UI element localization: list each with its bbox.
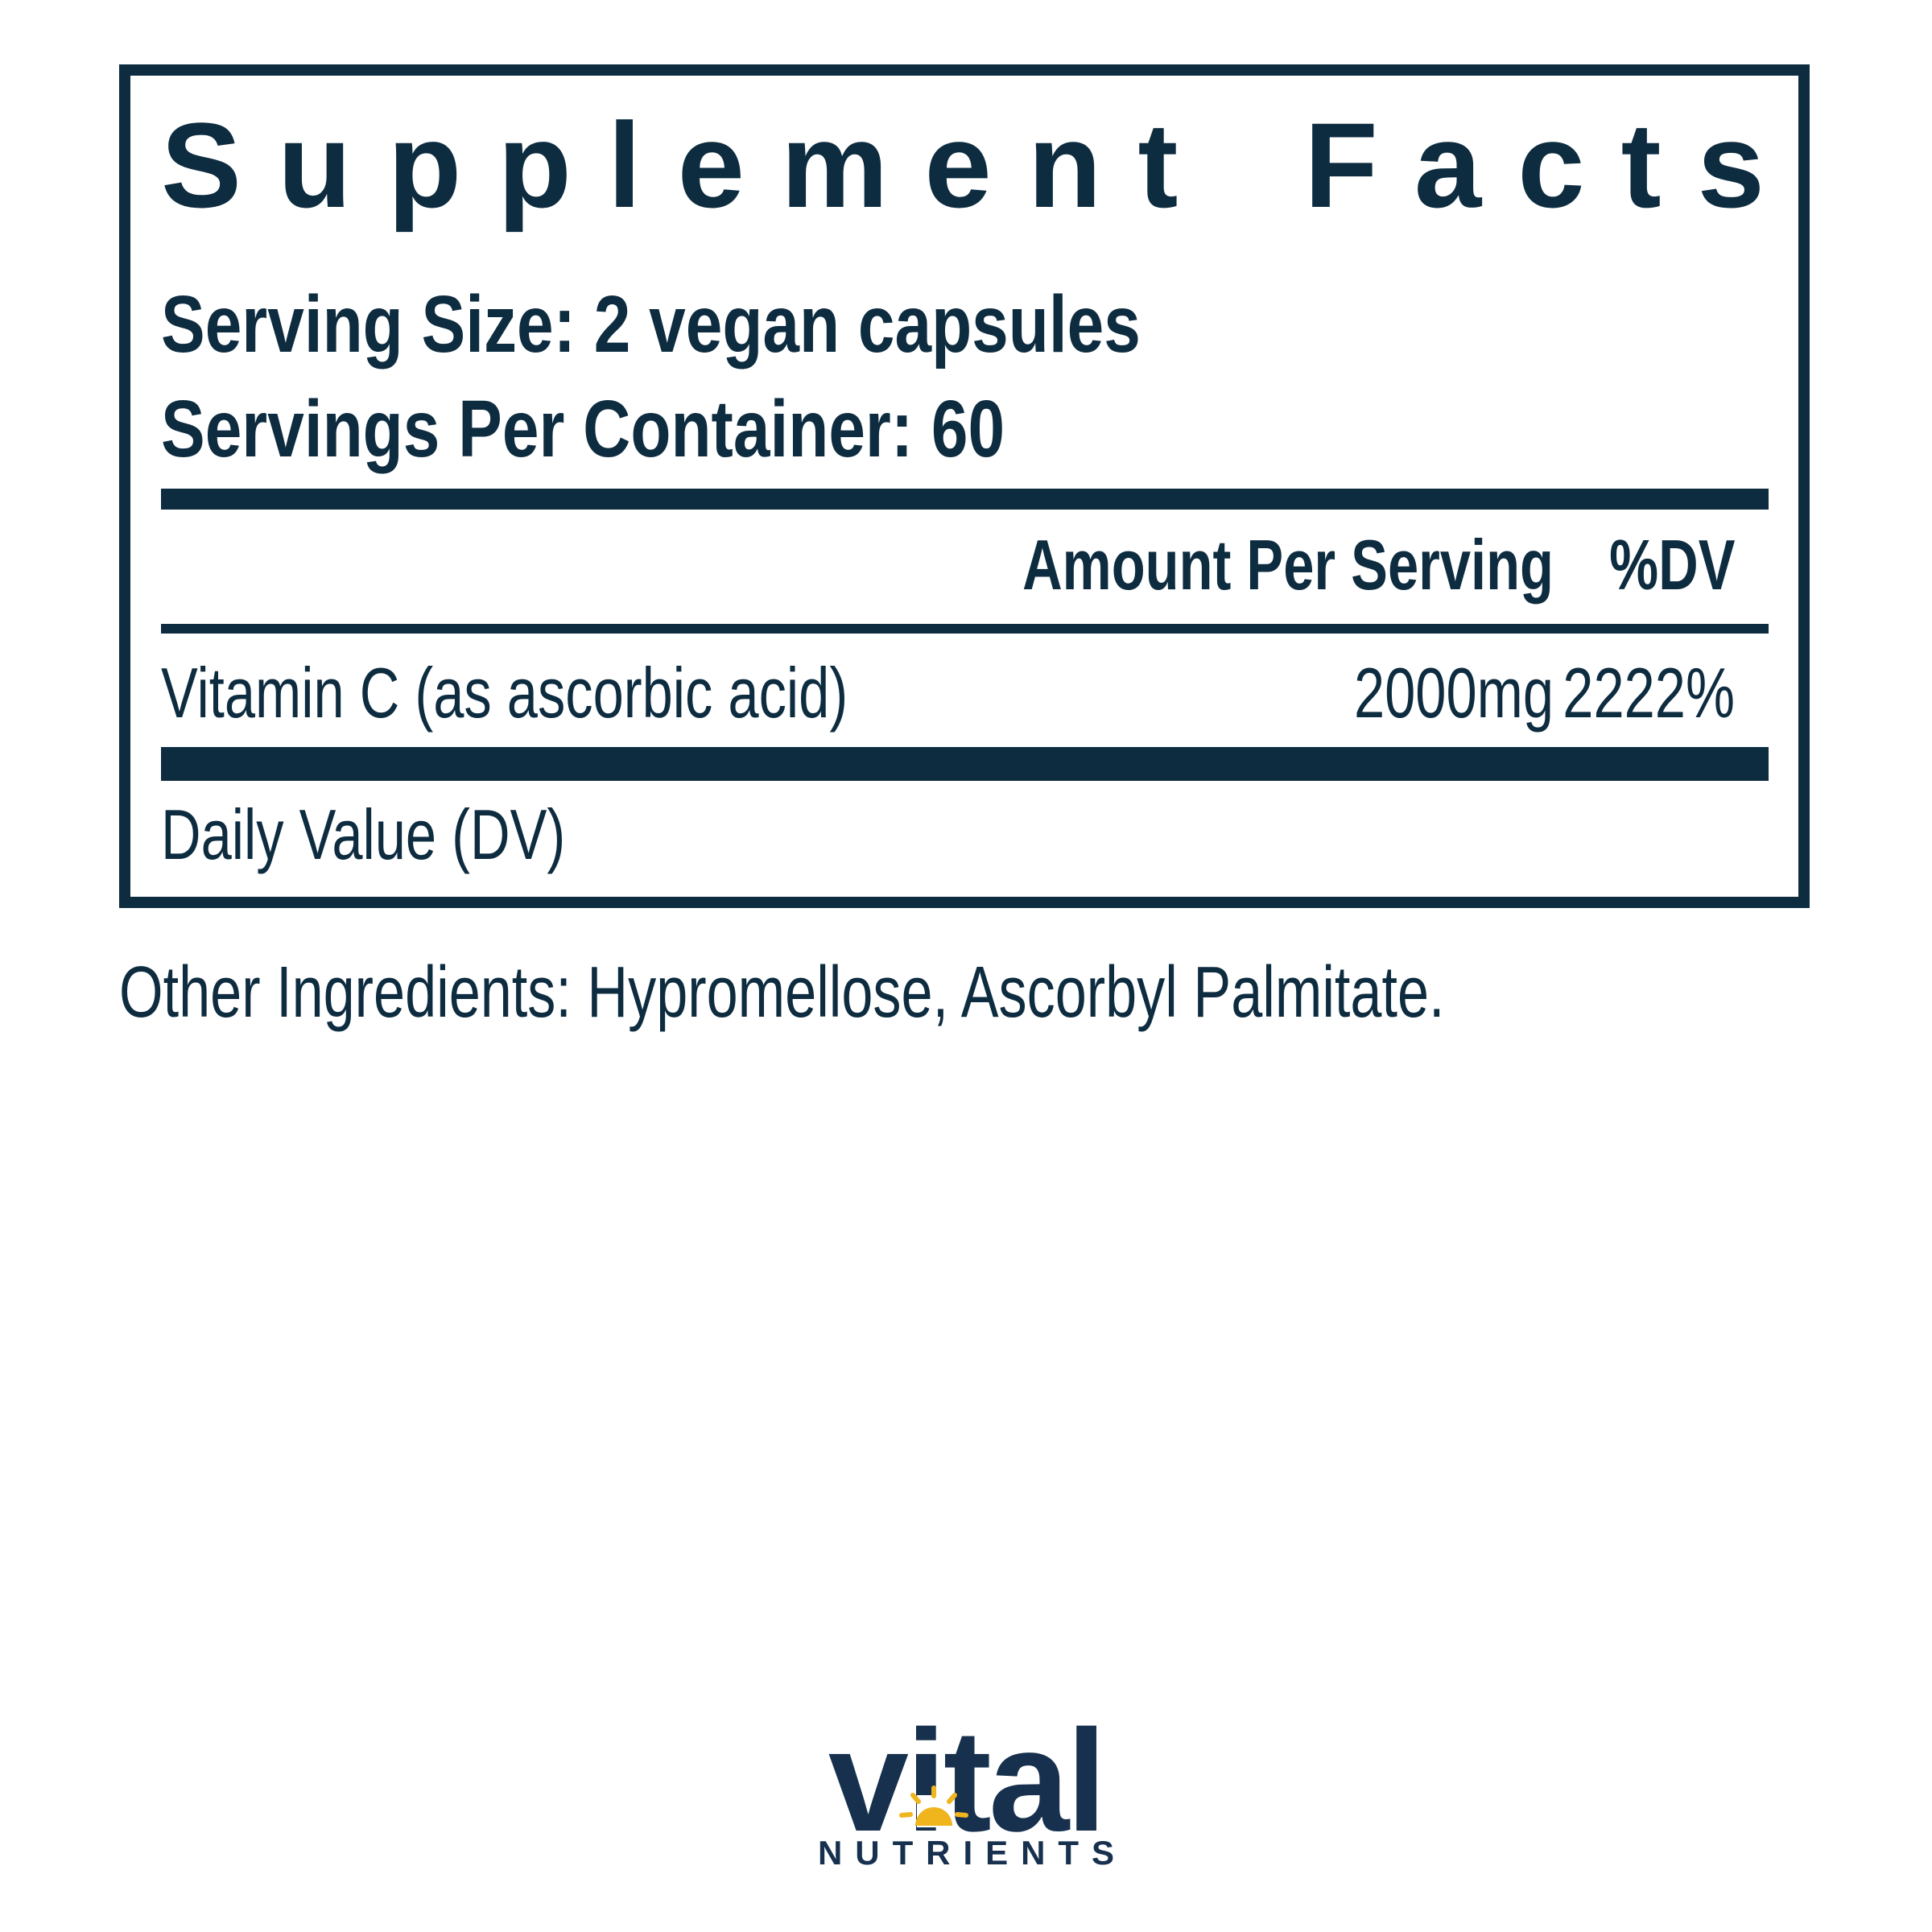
servings-per-container-text: Servings Per Container: 60 [161, 384, 1005, 474]
brand-wordmark: vital [828, 1706, 1107, 1854]
brand-subname: NUTRIENTS [817, 1834, 1127, 1872]
divider-thick-top [161, 489, 1769, 510]
panel-title-word-left: Supplement [161, 97, 1215, 233]
panel-title: Supplement Facts [161, 105, 1765, 225]
servings-per-container-line: Servings Per Container: 60 [161, 389, 1190, 469]
other-ingredients-line: Other Ingredients: Hypromellose, Ascorby… [119, 956, 1818, 1029]
other-ingredients-text: Other Ingredients: Hypromellose, Ascorby… [119, 952, 1445, 1033]
sun-icon [898, 1706, 970, 1827]
supplement-facts-panel: Supplement Facts Serving Size: 2 vegan c… [119, 64, 1810, 908]
divider-thick-bottom [161, 747, 1769, 781]
nutrient-name: Vitamin C (as ascorbic acid) [161, 653, 848, 733]
serving-size-text: Serving Size: 2 vegan capsules [161, 279, 1141, 369]
nutrient-amount: 2000mg [1353, 653, 1554, 733]
header-amount-per-serving: Amount Per Serving [1022, 525, 1554, 605]
panel-title-word-right: Facts [1304, 97, 1801, 233]
daily-value-footnote: Daily Value (DV) [161, 799, 679, 870]
daily-value-footnote-text: Daily Value (DV) [161, 795, 566, 874]
brand-wordmark-text: vital [828, 1700, 1107, 1862]
serving-size-line: Serving Size: 2 vegan capsules [161, 284, 1356, 365]
header-percent-dv: %DV [1608, 525, 1735, 605]
nutrient-dv: 2222% [1563, 653, 1735, 733]
divider-thin [161, 624, 1769, 634]
brand-logo: vital NUTRIENTS [765, 1706, 1167, 1872]
